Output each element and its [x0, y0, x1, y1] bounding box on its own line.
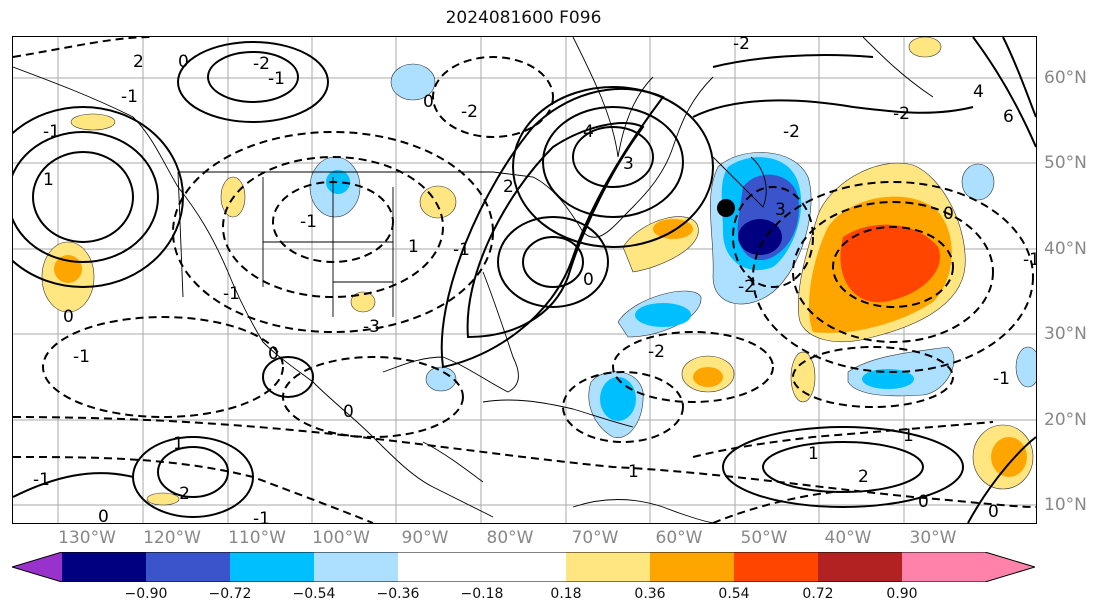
- lat-label: 40°N: [1044, 239, 1087, 259]
- contour-label: 0: [343, 402, 354, 422]
- lat-label: 60°N: [1044, 68, 1087, 88]
- contour-label: 3: [623, 154, 634, 174]
- lon-label: 100°W: [312, 528, 370, 548]
- colorbar-tick: 0.18: [550, 586, 582, 602]
- colorbar-segment: [902, 552, 1035, 582]
- colorbar-segment: [566, 552, 650, 582]
- contour-label: 1: [628, 462, 639, 482]
- contour-label: -1: [73, 347, 90, 367]
- contour-label: 6: [1003, 107, 1014, 127]
- plot-title: 2024081600 F096: [445, 8, 602, 28]
- lon-label: 60°W: [655, 528, 703, 548]
- contour-label: 0: [98, 507, 109, 523]
- contour-label: -3: [363, 317, 380, 337]
- colorbar: [12, 552, 1035, 582]
- contour-label: -1: [268, 69, 285, 89]
- colorbar-segment: [230, 552, 314, 582]
- contour-label: -1: [300, 212, 317, 232]
- contour-labels: 2 0 -2 -1 1 4 3 2 -1 0 -2 -3 3 0 -1 -2 0…: [33, 37, 1036, 523]
- colorbar-tick: −0.90: [124, 586, 168, 602]
- colorbar-tick: 0.72: [802, 586, 834, 602]
- contour-label: -2: [461, 102, 478, 122]
- colorbar-tick: −0.18: [460, 586, 504, 602]
- map-canvas: 2 0 -2 -1 1 4 3 2 -1 0 -2 -3 3 0 -1 -2 0…: [13, 37, 1036, 523]
- contour-label: -1: [453, 240, 470, 260]
- colorbar-segment: [818, 552, 902, 582]
- colorbar-segment: [314, 552, 398, 582]
- colorbar-segment: [650, 552, 734, 582]
- contour-label: 4: [973, 82, 984, 102]
- contour-label: -1: [253, 509, 270, 523]
- contour-label: 4: [583, 122, 594, 142]
- contour-label: -2: [738, 277, 755, 297]
- shaded-anomalies: [41, 37, 1036, 506]
- contour-label: -2: [173, 484, 190, 504]
- contour-label: 3: [775, 200, 786, 220]
- map-panel[interactable]: 2 0 -2 -1 1 4 3 2 -1 0 -2 -3 3 0 -1 -2 0…: [12, 36, 1037, 524]
- contour-label: 1: [903, 426, 914, 446]
- colorbar-tick: 0.54: [718, 586, 750, 602]
- lon-label: 40°W: [824, 528, 872, 548]
- lat-label: 30°N: [1044, 324, 1087, 344]
- colorbar-tick: −0.54: [292, 586, 336, 602]
- contour-label: 0: [268, 344, 279, 364]
- contour-label: 0: [63, 307, 74, 327]
- contour-label: 0: [918, 492, 929, 512]
- colorbar-segment: [398, 552, 566, 582]
- solid-contours: [13, 37, 1036, 523]
- contour-label: 0: [178, 52, 189, 72]
- contour-label: -2: [733, 37, 750, 54]
- contour-label: -2: [253, 54, 270, 74]
- colorbar-tick: 0.90: [886, 586, 918, 602]
- colorbar-tick: −0.36: [376, 586, 420, 602]
- contour-label: -1: [993, 369, 1010, 389]
- contour-label: -2: [783, 122, 800, 142]
- lon-label: 130°W: [58, 528, 116, 548]
- colorbar-segment: [12, 552, 62, 582]
- contour-label: -1: [121, 87, 138, 107]
- contour-label: 0: [583, 270, 594, 290]
- storm-center-marker[interactable]: [717, 199, 735, 217]
- contour-label: 1: [408, 237, 419, 257]
- lon-label: 30°W: [909, 528, 957, 548]
- contour-label: -1: [33, 470, 50, 490]
- lon-label: 120°W: [143, 528, 201, 548]
- lon-label: 80°W: [486, 528, 534, 548]
- contour-label: 1: [173, 434, 184, 454]
- contour-label: 0: [988, 502, 999, 522]
- colorbar-segment: [734, 552, 818, 582]
- lon-label: 50°W: [740, 528, 788, 548]
- contour-label: 2: [133, 52, 144, 72]
- lon-label: 90°W: [401, 528, 449, 548]
- contour-label: 2: [858, 467, 869, 487]
- contour-label: 0: [423, 92, 434, 112]
- contour-label: 1: [808, 444, 819, 464]
- contour-label: -1: [1023, 250, 1036, 270]
- colorbar-tick: 0.36: [634, 586, 666, 602]
- lat-label: 20°N: [1044, 410, 1087, 430]
- contour-label: 0: [943, 204, 954, 224]
- lon-label: 70°W: [571, 528, 619, 548]
- colorbar-segment: [146, 552, 230, 582]
- contour-label: 1: [43, 170, 54, 190]
- dashed-contours: [13, 37, 1036, 523]
- colorbar-tick: −0.72: [208, 586, 252, 602]
- colorbar-segment: [62, 552, 146, 582]
- lat-label: 10°N: [1044, 495, 1087, 515]
- contour-label: -2: [893, 104, 910, 124]
- contour-label: -2: [648, 342, 665, 362]
- contour-label: -1: [223, 284, 240, 304]
- contour-label: -1: [43, 122, 60, 142]
- lat-label: 50°N: [1044, 153, 1087, 173]
- lon-label: 110°W: [228, 528, 286, 548]
- contour-label: 2: [503, 177, 514, 197]
